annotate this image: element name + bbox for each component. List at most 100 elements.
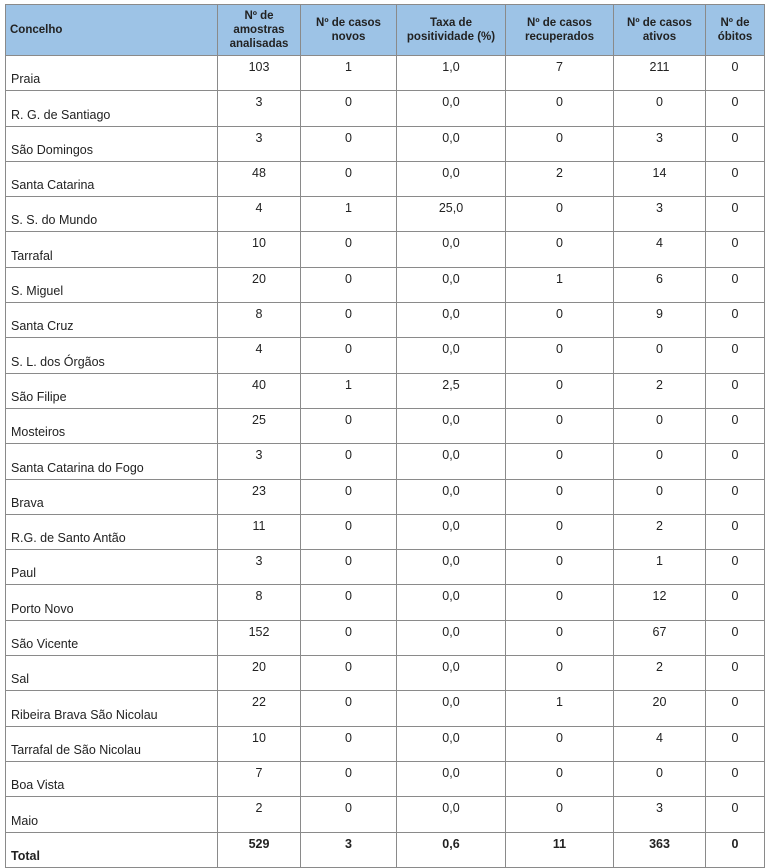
cell-amostras: 23 [217, 478, 301, 515]
table-row: Boa Vista 7 0 0,0 0 0 0 [5, 760, 765, 798]
cell-amostras: 3 [217, 549, 301, 586]
cell-ativos: 0 [613, 760, 706, 798]
cell-ativos: 363 [613, 831, 706, 868]
cell-recuperados: 1 [505, 266, 614, 304]
cell-obitos: 0 [705, 478, 765, 515]
cell-taxa-positividade: 0,0 [396, 231, 506, 268]
cell-ativos: 0 [613, 337, 706, 374]
table-row: Tarrafal 10 0 0,0 0 4 0 [5, 231, 765, 268]
cell-obitos: 0 [705, 372, 765, 409]
cell-casos-novos: 0 [300, 760, 397, 798]
table-row: S. Miguel 20 0 0,0 1 6 0 [5, 266, 765, 304]
cell-ativos: 0 [613, 90, 706, 127]
total-row: Total 529 3 0,6 11 363 0 [5, 831, 765, 868]
cell-casos-novos: 0 [300, 513, 397, 551]
cell-concelho: Santa Cruz [5, 302, 218, 339]
cell-concelho: Total [5, 831, 218, 868]
cell-casos-novos: 0 [300, 725, 397, 762]
cell-recuperados: 0 [505, 302, 614, 339]
cell-taxa-positividade: 0,0 [396, 725, 506, 762]
column-header-obitos: Nº de óbitos [705, 4, 765, 56]
table-row: São Domingos 3 0 0,0 0 3 0 [5, 125, 765, 162]
cell-obitos: 0 [705, 760, 765, 798]
cell-recuperados: 0 [505, 760, 614, 798]
cell-casos-novos: 0 [300, 584, 397, 621]
table-row: Santa Cruz 8 0 0,0 0 9 0 [5, 302, 765, 339]
cell-amostras: 8 [217, 584, 301, 621]
cell-ativos: 2 [613, 372, 706, 409]
table-row: Praia 103 1 1,0 7 211 0 [5, 54, 765, 92]
cell-ativos: 14 [613, 160, 706, 198]
column-header-casos-novos: Nº de casos novos [300, 4, 397, 56]
cell-recuperados: 0 [505, 796, 614, 833]
cell-taxa-positividade: 25,0 [396, 196, 506, 233]
cell-concelho: São Domingos [5, 125, 218, 162]
cell-casos-novos: 0 [300, 619, 397, 657]
cell-obitos: 0 [705, 196, 765, 233]
cell-amostras: 3 [217, 90, 301, 127]
cell-casos-novos: 0 [300, 160, 397, 198]
cell-ativos: 20 [613, 690, 706, 727]
cell-amostras: 7 [217, 760, 301, 798]
cell-casos-novos: 0 [300, 231, 397, 268]
header-row: Concelho Nº de amostras analisadas Nº de c… [5, 4, 765, 56]
table-row: Ribeira Brava São Nicolau 22 0 0,0 1 20 0 [5, 690, 765, 727]
cell-recuperados: 0 [505, 619, 614, 657]
cell-amostras: 4 [217, 337, 301, 374]
cell-recuperados: 0 [505, 725, 614, 762]
cell-recuperados: 0 [505, 584, 614, 621]
cell-concelho: S. S. do Mundo [5, 196, 218, 233]
cell-concelho: Tarrafal de São Nicolau [5, 725, 218, 762]
cell-recuperados: 11 [505, 831, 614, 868]
cell-amostras: 3 [217, 125, 301, 162]
cell-ativos: 2 [613, 513, 706, 551]
cell-concelho: R.G. de Santo Antão [5, 513, 218, 551]
table-row: Brava 23 0 0,0 0 0 0 [5, 478, 765, 515]
cell-taxa-positividade: 0,0 [396, 478, 506, 515]
cell-concelho: Brava [5, 478, 218, 515]
cell-recuperados: 0 [505, 196, 614, 233]
cell-obitos: 0 [705, 231, 765, 268]
cell-casos-novos: 0 [300, 337, 397, 374]
cell-recuperados: 0 [505, 125, 614, 162]
cell-amostras: 11 [217, 513, 301, 551]
table-row: Santa Catarina 48 0 0,0 2 14 0 [5, 160, 765, 198]
cell-casos-novos: 0 [300, 266, 397, 304]
cell-amostras: 20 [217, 266, 301, 304]
cell-recuperados: 0 [505, 231, 614, 268]
cell-obitos: 0 [705, 725, 765, 762]
table-row: Porto Novo 8 0 0,0 0 12 0 [5, 584, 765, 621]
cell-obitos: 0 [705, 337, 765, 374]
cell-amostras: 25 [217, 407, 301, 445]
cell-taxa-positividade: 0,0 [396, 796, 506, 833]
cell-concelho: Ribeira Brava São Nicolau [5, 690, 218, 727]
cell-ativos: 6 [613, 266, 706, 304]
cell-amostras: 4 [217, 196, 301, 233]
cell-obitos: 0 [705, 54, 765, 92]
cell-casos-novos: 0 [300, 655, 397, 692]
cell-taxa-positividade: 0,0 [396, 160, 506, 198]
column-header-concelho: Concelho [5, 4, 218, 56]
cell-ativos: 67 [613, 619, 706, 657]
cell-ativos: 9 [613, 302, 706, 339]
cell-taxa-positividade: 0,0 [396, 690, 506, 727]
cell-concelho: Santa Catarina [5, 160, 218, 198]
cell-taxa-positividade: 0,0 [396, 443, 506, 480]
cell-obitos: 0 [705, 513, 765, 551]
table-row: S. S. do Mundo 4 1 25,0 0 3 0 [5, 196, 765, 233]
cell-concelho: Porto Novo [5, 584, 218, 621]
cell-recuperados: 0 [505, 513, 614, 551]
cell-amostras: 2 [217, 796, 301, 833]
column-header-amostras: Nº de amostras analisadas [217, 4, 301, 56]
cell-taxa-positividade: 0,0 [396, 619, 506, 657]
cell-taxa-positividade: 0,0 [396, 549, 506, 586]
cell-recuperados: 0 [505, 407, 614, 445]
cell-taxa-positividade: 0,0 [396, 125, 506, 162]
cell-recuperados: 0 [505, 337, 614, 374]
cell-concelho: Maio [5, 796, 218, 833]
cell-concelho: Mosteiros [5, 407, 218, 445]
cell-amostras: 8 [217, 302, 301, 339]
cell-taxa-positividade: 0,0 [396, 407, 506, 445]
covid-cases-table: Concelho Nº de amostras analisadas Nº de c… [5, 4, 765, 868]
cell-recuperados: 0 [505, 443, 614, 480]
